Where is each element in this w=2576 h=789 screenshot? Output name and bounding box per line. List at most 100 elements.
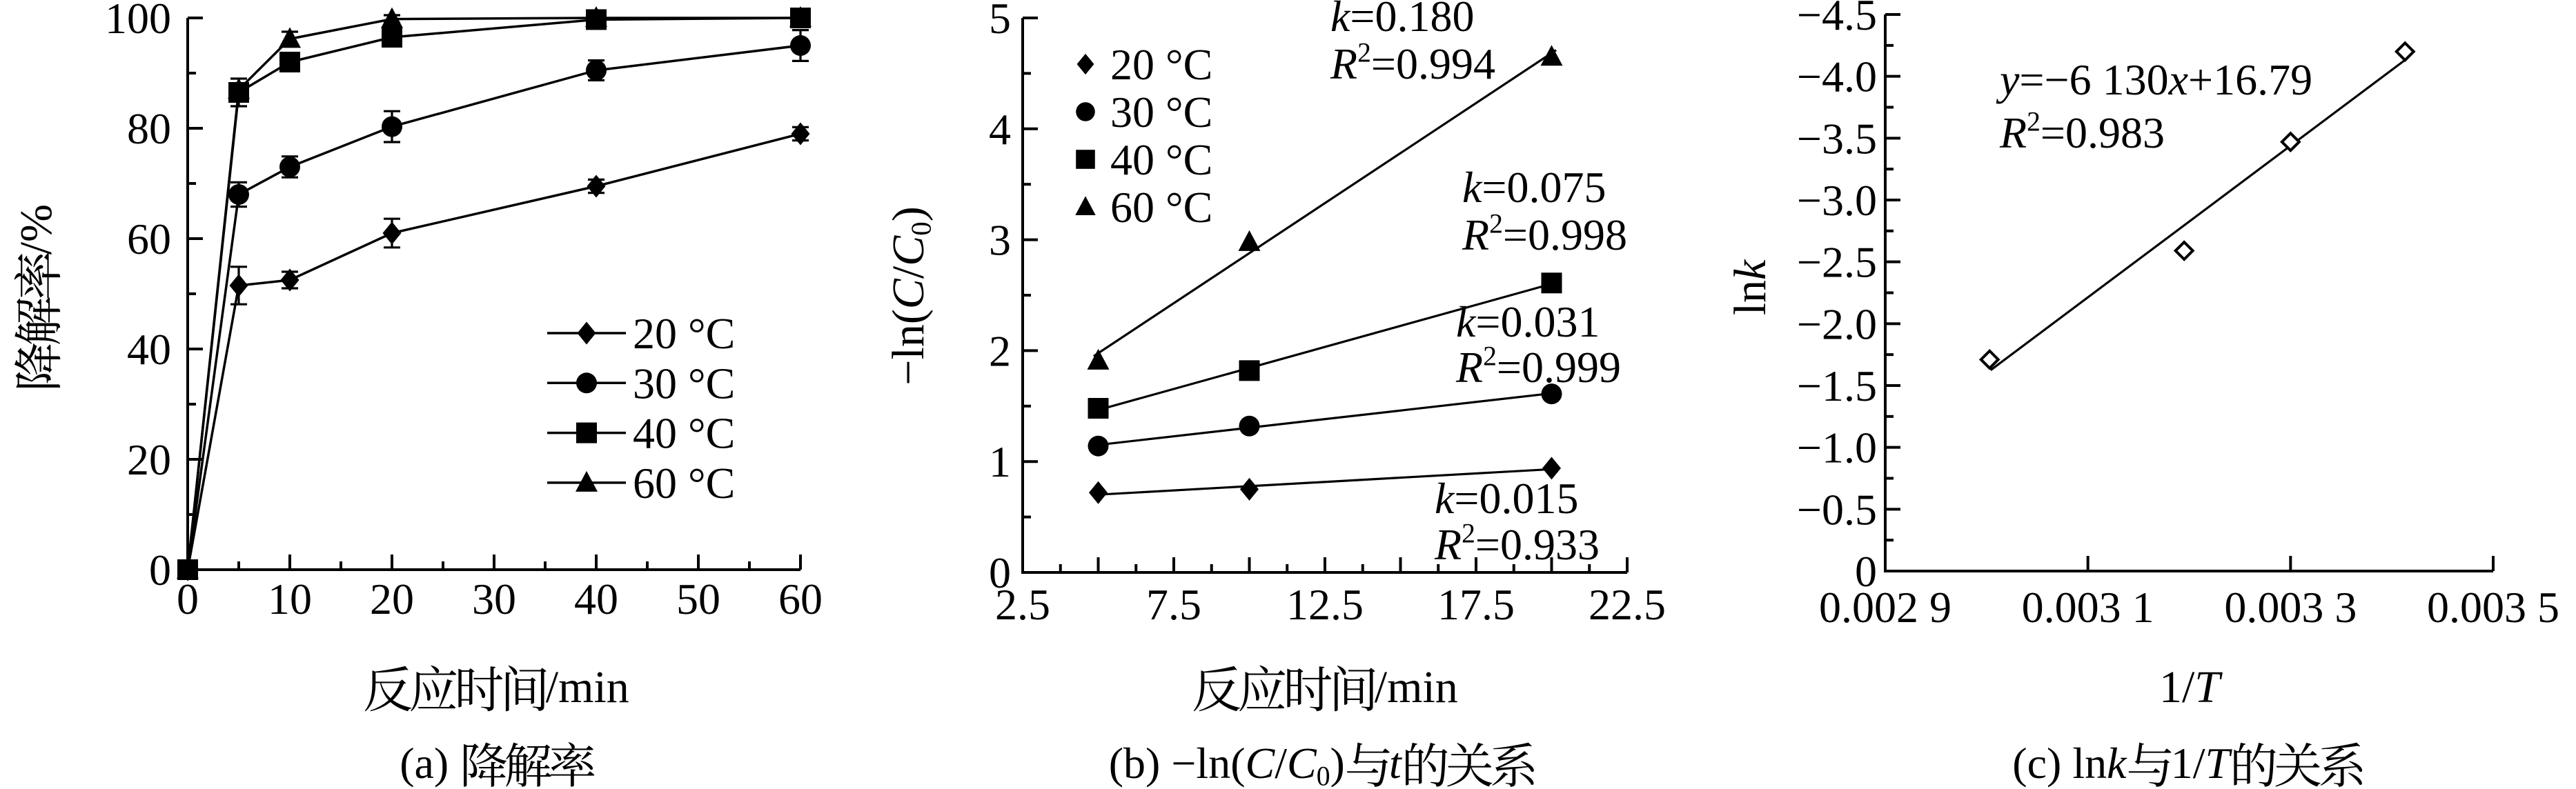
y-tick-label: −1.0 <box>1797 423 1877 472</box>
y-tick-label: 5 <box>989 0 1011 43</box>
legend-label: 40 °C <box>1110 135 1212 184</box>
series-b-1 <box>1088 383 1562 457</box>
legend-label: 30 °C <box>1110 88 1212 137</box>
text-run: R <box>1330 39 1357 88</box>
y-tick-label: 4 <box>989 105 1011 154</box>
text-run: R <box>1999 108 2027 157</box>
annotation-b-3-0: k =0.015 <box>1435 474 1578 523</box>
marker-a-2-5 <box>790 8 811 28</box>
y-tick-label: 3 <box>989 216 1011 265</box>
series-a-0 <box>178 122 810 581</box>
text-run: R <box>1462 210 1489 259</box>
legend-marker <box>1076 150 1095 169</box>
marker-c-0-1 <box>2173 240 2195 261</box>
annotation-b-2-1: R 2 =0.999 <box>1455 341 1621 392</box>
marker-b-1-1 <box>1239 415 1260 437</box>
panel-c: 0.002 9 0.003 1 0.003 3 0.003 5 0 −0.5 −1.0 −1.… <box>1725 0 2559 788</box>
annotation-b-1-0: k =0.075 <box>1462 163 1606 212</box>
x-tick-label: 0.003 1 <box>2022 583 2154 632</box>
y-axis-title: /% <box>11 204 61 388</box>
legend-b: 20 °C30 °C40 °C60 °C <box>1075 40 1212 232</box>
marker-c-0-3 <box>2394 41 2416 63</box>
fit-line <box>1093 281 1557 412</box>
text-run: C <box>883 235 934 266</box>
text-run: T <box>2194 662 2223 712</box>
legend-marker <box>576 470 598 492</box>
fit-line <box>1989 59 2405 371</box>
text-run: R <box>1455 343 1483 392</box>
x-tick-label: 22.5 <box>1589 580 1666 629</box>
marker-b-3-2 <box>1540 45 1563 66</box>
legend-label: 40 °C <box>633 409 735 458</box>
x-axis-title: /min <box>1193 662 1458 712</box>
x-tick-label: 2.5 <box>995 580 1050 629</box>
y-tick-label: 100 <box>105 0 171 43</box>
text-run: (c) ln <box>2012 739 2107 788</box>
x-tick-label: 0 <box>177 575 199 623</box>
legend-marker-wrap <box>1076 53 1094 75</box>
marker-b-1-0 <box>1088 435 1109 457</box>
x-tick-label: 0.002 9 <box>1819 583 1951 632</box>
marker-b-3-1 <box>1238 230 1261 251</box>
panel-caption: (a) <box>400 739 595 788</box>
text-run: 20 °C <box>633 309 735 358</box>
y-tick-label: −4.5 <box>1797 0 1877 39</box>
marker-a-0-0 <box>178 558 197 581</box>
marker-a-1-4 <box>586 60 607 81</box>
annotation-b-1-1: R 2 =0.998 <box>1462 209 1627 259</box>
fit-line <box>1093 468 1557 497</box>
text-run: k <box>1725 259 1776 280</box>
text-run: 1/ <box>2159 662 2195 712</box>
text-run: R <box>1434 520 1462 569</box>
text-run: 2 <box>2027 107 2041 137</box>
y-tick-label: 0 <box>149 546 171 595</box>
y-tick-label: −1.5 <box>1797 361 1877 410</box>
cjk-glyph <box>411 665 457 712</box>
marker-c-0-2 <box>2280 131 2301 153</box>
marker-b-0-2 <box>1542 457 1561 480</box>
marker-a-3-2 <box>279 27 301 48</box>
y-tick-label: 60 <box>127 214 171 263</box>
x-tick-label: 17.5 <box>1437 580 1515 629</box>
cjk-glyph <box>2320 742 2363 787</box>
cjk-glyph <box>1406 742 1448 787</box>
text-run: (a) <box>400 739 460 788</box>
series-b-0 <box>1089 457 1561 504</box>
x-tick-label: 30 <box>472 575 516 623</box>
text-run: k <box>1435 474 1455 523</box>
cjk-glyph <box>1239 665 1286 712</box>
text-run: C <box>1246 739 1276 788</box>
y-tick-label: 2 <box>989 326 1011 375</box>
legend-a: 20 °C30 °C40 °C60 °C <box>547 309 735 508</box>
text-run: =0.015 <box>1454 474 1578 523</box>
cjk-glyph <box>14 252 61 299</box>
text-run: / <box>1275 739 1287 788</box>
legend-marker <box>1076 53 1094 75</box>
marker-a-0-4 <box>587 174 606 198</box>
legend-marker-wrap <box>1076 150 1095 169</box>
y-tick-label: 1 <box>989 437 1011 486</box>
y-tick-label: −4.0 <box>1797 52 1877 101</box>
text-run: /min <box>546 662 629 712</box>
marker-c-0-0 <box>1978 349 2000 370</box>
legend-marker-wrap <box>1075 196 1096 215</box>
text-run: k <box>1456 297 1477 346</box>
y-tick-label: −2.0 <box>1797 299 1877 348</box>
cjk-glyph <box>1287 666 1332 712</box>
y-tick-label: −3.5 <box>1797 114 1877 163</box>
x-tick-label: 0.003 5 <box>2427 583 2559 632</box>
cjk-glyph <box>506 742 551 787</box>
marker-b-3-0 <box>1087 348 1110 370</box>
text-run: 1/ <box>2171 739 2205 788</box>
marker-a-2-1 <box>228 82 249 103</box>
text-run: 40 °C <box>1110 135 1212 184</box>
text-run: C <box>1287 739 1317 788</box>
x-tick-label: 60 <box>778 575 823 623</box>
cjk-glyph <box>464 742 507 787</box>
text-run: y <box>1996 55 2020 104</box>
marker-a-3-3 <box>381 7 403 28</box>
cjk-glyph <box>458 666 503 712</box>
cjk-glyph <box>1492 742 1534 787</box>
fit-line <box>1093 49 1557 357</box>
